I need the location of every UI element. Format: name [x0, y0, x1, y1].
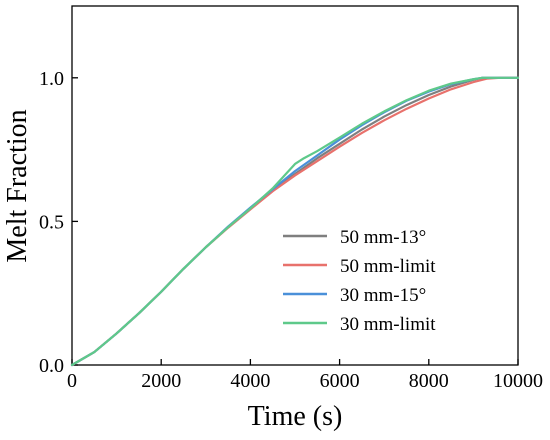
x-tick-label: 8000: [409, 370, 449, 392]
x-tick-label: 10000: [493, 370, 543, 392]
y-axis-ticks: 0.0 0.5 1.0: [39, 68, 78, 377]
series-line-4: [70, 76, 520, 367]
x-axis-title: Time (s): [248, 401, 343, 432]
series-lines: [70, 76, 520, 367]
y-axis-title: Melt Fraction: [2, 109, 33, 262]
legend: 50 mm-13° 50 mm-limit 30 mm-15° 30 mm-limit: [283, 227, 436, 335]
y-tick-label: 1.0: [39, 68, 64, 90]
plot-frame: [71, 5, 519, 366]
x-tick-label: 4000: [230, 370, 270, 392]
legend-label: 50 mm-13°: [340, 227, 426, 248]
legend-label: 30 mm-limit: [340, 314, 436, 335]
y-tick-label: 0.5: [39, 211, 64, 233]
x-axis-ticks: 0 2000 4000 6000 8000 10000: [67, 359, 543, 392]
legend-label: 50 mm-limit: [340, 256, 436, 277]
x-tick-label: 2000: [141, 370, 181, 392]
x-tick-label: 0: [67, 370, 77, 392]
y-tick-label: 0.0: [39, 355, 64, 377]
x-tick-label: 6000: [320, 370, 360, 392]
legend-label: 30 mm-15°: [340, 285, 426, 306]
